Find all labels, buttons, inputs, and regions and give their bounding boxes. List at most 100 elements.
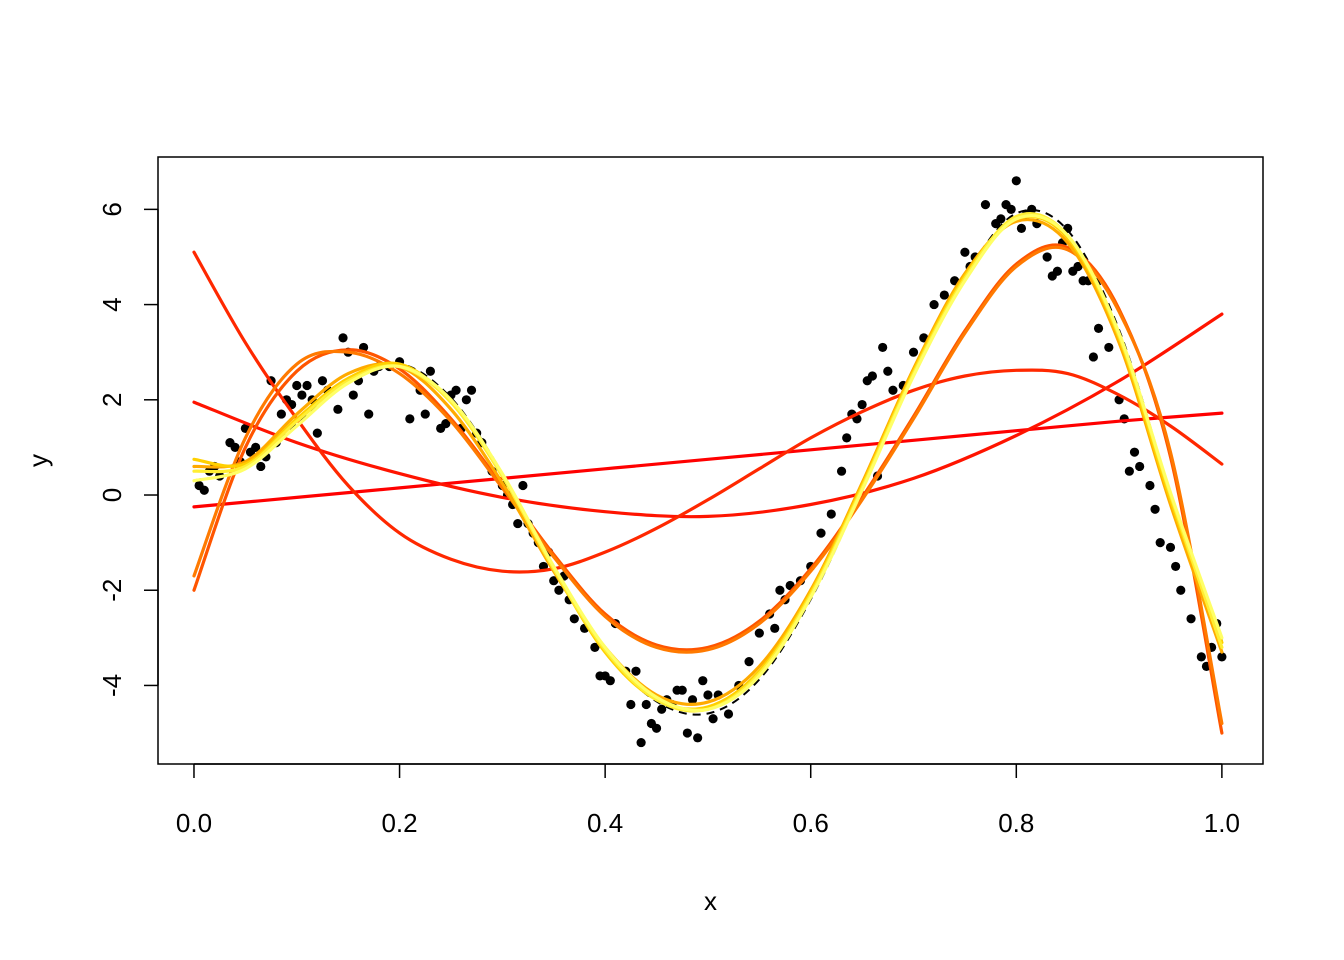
true-function-curve (193, 209, 1223, 716)
data-point (1196, 652, 1206, 662)
data-point (554, 585, 564, 595)
fit-curves-layer (192, 212, 1224, 735)
y-axis-title: y (23, 454, 53, 467)
data-point (1073, 261, 1083, 272)
data-point (888, 385, 898, 395)
y-tick-label: 6 (97, 202, 127, 216)
fit-curve-degree-1 (192, 411, 1224, 509)
data-point (605, 676, 615, 686)
data-point (364, 409, 374, 419)
data-point (1052, 266, 1063, 276)
data-point (693, 733, 703, 743)
data-point (816, 528, 826, 538)
data-point (626, 699, 636, 710)
data-point (929, 299, 939, 310)
data-point (1006, 204, 1016, 214)
x-tick-label: 0.0 (176, 808, 212, 838)
data-point (631, 666, 641, 676)
data-point (466, 385, 477, 395)
data-point (590, 642, 600, 652)
data-point (302, 380, 312, 391)
data-point (251, 442, 261, 453)
data-point (338, 333, 348, 343)
data-point (1088, 352, 1098, 362)
data-point (1217, 652, 1227, 662)
data-point (1165, 542, 1176, 552)
data-point (908, 347, 919, 357)
data-point (687, 695, 698, 705)
x-tick-label: 0.2 (381, 808, 417, 838)
data-point (836, 466, 847, 476)
data-point (199, 485, 209, 495)
data-point (677, 685, 687, 695)
data-point (518, 480, 528, 491)
data-point (708, 714, 718, 724)
y-tick-label: -4 (97, 674, 127, 697)
data-point (441, 419, 451, 429)
fit-curve-degree-3 (192, 250, 1224, 574)
fit-curve-degree-15 (192, 214, 1224, 712)
data-point (842, 433, 852, 443)
data-point (636, 737, 646, 748)
data-point (317, 376, 328, 386)
data-point (1145, 480, 1155, 491)
data-point (1104, 342, 1114, 353)
truth-curve-layer (193, 209, 1223, 716)
fit-curve-degree-2 (192, 312, 1224, 519)
data-point (754, 628, 764, 638)
y-tick-label: 0 (97, 488, 127, 502)
x-tick-label: 0.6 (793, 808, 829, 838)
x-tick-label: 0.4 (587, 808, 623, 838)
data-point (405, 414, 415, 424)
data-point (1124, 466, 1134, 476)
data-point (420, 409, 430, 419)
data-point (826, 509, 836, 519)
data-point (1186, 614, 1196, 624)
data-point (1176, 585, 1186, 595)
data-point (569, 614, 579, 624)
data-point (1129, 447, 1140, 457)
data-point (744, 657, 754, 667)
data-point (770, 623, 780, 633)
data-point (939, 290, 949, 300)
fit-curve-degree-5 (192, 243, 1224, 735)
data-point (1042, 252, 1052, 262)
data-point (996, 214, 1006, 224)
data-point (1155, 538, 1165, 548)
data-point (513, 518, 523, 529)
data-point (256, 461, 266, 472)
data-point (682, 728, 692, 738)
fit-curve-degree-6 (192, 245, 1224, 726)
data-point (1135, 461, 1145, 472)
data-point (960, 247, 970, 257)
x-axis-title: x (704, 886, 717, 916)
data-point (703, 690, 713, 700)
data-point (775, 585, 785, 595)
y-axis: -4 -2 0 2 4 6 (97, 202, 159, 697)
data-point (312, 428, 322, 438)
data-point (698, 676, 708, 686)
data-point (1027, 204, 1037, 214)
data-point (333, 404, 343, 414)
data-point (867, 371, 877, 381)
data-point (657, 704, 667, 714)
data-point (461, 395, 471, 405)
data-point (857, 399, 867, 410)
x-tick-label: 0.8 (998, 808, 1034, 838)
data-point (549, 576, 559, 586)
data-point (1011, 176, 1021, 186)
data-point (883, 366, 893, 376)
data-point (980, 200, 991, 210)
data-point (1016, 223, 1027, 234)
data-point (1171, 561, 1181, 572)
data-point (276, 409, 286, 419)
x-tick-label: 1.0 (1204, 808, 1240, 838)
data-point (230, 442, 240, 453)
data-point (651, 723, 662, 733)
data-point (723, 709, 734, 719)
x-axis: 0.0 0.2 0.4 0.6 0.8 1.0 (176, 763, 1240, 838)
data-point (878, 342, 888, 353)
y-tick-label: 4 (97, 297, 127, 311)
